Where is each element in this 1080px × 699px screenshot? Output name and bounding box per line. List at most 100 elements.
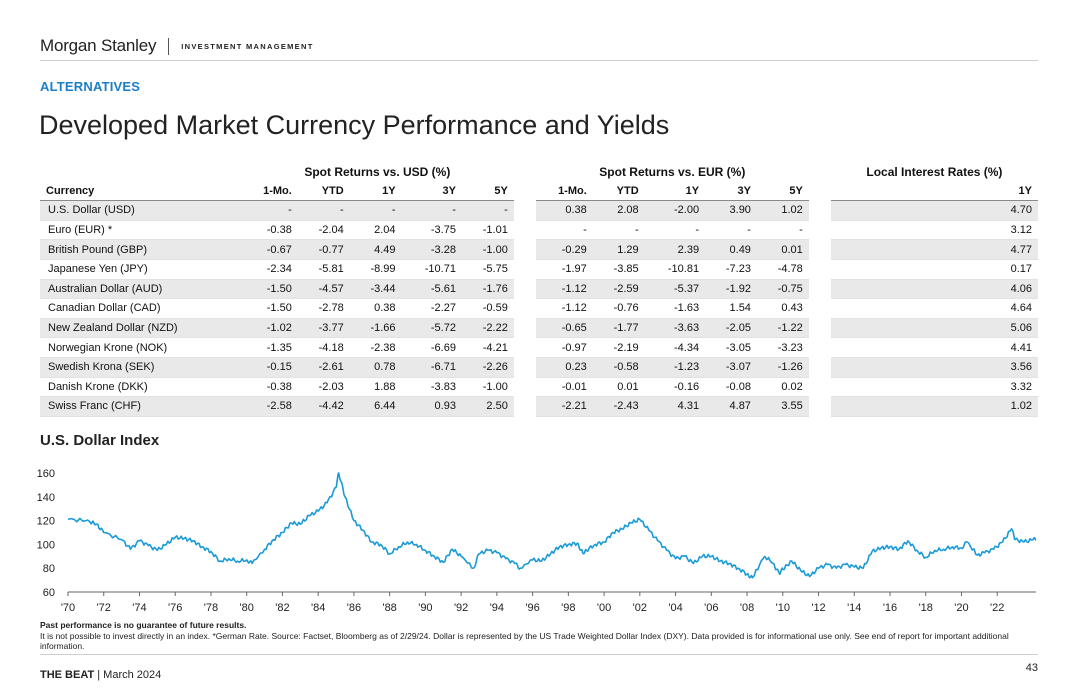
usd-return-cell: 0.78 xyxy=(349,357,402,378)
usd-return-cell: 2.50 xyxy=(461,397,514,417)
eur-return-cell: 3.55 xyxy=(756,397,809,417)
usd-return-cell: -0.67 xyxy=(240,240,298,260)
usd-return-cell: - xyxy=(240,201,298,221)
currency-cell: New Zealand Dollar (NZD) xyxy=(40,318,241,339)
eur-return-cell: -3.85 xyxy=(592,260,645,280)
eur-return-cell: -0.01 xyxy=(535,378,593,398)
column-gap xyxy=(513,318,536,339)
usd-return-cell: -2.58 xyxy=(240,397,298,417)
usd-return-cell: -2.27 xyxy=(401,299,462,319)
usd-return-cell: -4.21 xyxy=(461,338,514,358)
table-row: Japanese Yen (JPY) -2.34 -5.81 -8.99 -10.71-… xyxy=(40,259,1038,280)
eur-return-cell: -0.65 xyxy=(535,318,593,339)
usd-return-cell: -5.72 xyxy=(401,318,462,339)
column-gap xyxy=(513,279,536,300)
y-tick-label: 80 xyxy=(43,563,55,575)
usd-return-cell: -1.50 xyxy=(240,299,298,319)
usd-return-cell: -1.00 xyxy=(461,240,514,260)
eur-return-cell: -0.75 xyxy=(756,279,809,300)
table-row: Swiss Franc (CHF) -2.58 -4.42 6.44 0.93 2.50 -… xyxy=(40,397,1038,417)
usd-return-cell: -10.71 xyxy=(401,260,462,280)
usd-return-cell: -6.69 xyxy=(401,338,462,358)
usd-return-cell: -2.04 xyxy=(297,221,350,241)
eur-return-cell: -2.43 xyxy=(592,397,645,417)
currency-performance-table: Spot Returns vs. USD (%) Spot Returns vs… xyxy=(40,163,1038,417)
column-header-currency: Currency xyxy=(40,182,241,202)
eur-return-cell: 0.01 xyxy=(592,378,645,398)
column-gap xyxy=(513,259,536,280)
eur-return-cell: 0.49 xyxy=(705,240,757,260)
x-tick-label: '12 xyxy=(811,602,825,614)
currency-cell: Canadian Dollar (CAD) xyxy=(40,299,241,319)
currency-cell: Danish Krone (DKK) xyxy=(40,378,241,398)
table-row: Danish Krone (DKK) -0.38 -2.03 1.88 -3.83 -1.… xyxy=(40,377,1038,398)
table-row: Australian Dollar (AUD) -1.50 -4.57 -3.44 -5… xyxy=(40,279,1038,300)
usd-return-cell: -8.99 xyxy=(349,260,402,280)
eur-return-cell: -0.16 xyxy=(644,378,706,398)
usd-return-cell: -0.15 xyxy=(240,357,298,378)
x-tick-label: '14 xyxy=(847,602,861,614)
usd-return-cell: -1.76 xyxy=(461,279,514,300)
x-tick-label: '16 xyxy=(883,602,897,614)
interest-rate-cell: 4.41 xyxy=(830,338,1038,358)
column-gap xyxy=(514,163,536,182)
publication-date: March 2024 xyxy=(103,669,162,681)
x-tick-label: '94 xyxy=(490,602,504,614)
usd-return-cell: -0.38 xyxy=(240,378,298,398)
usd-return-cell: -2.78 xyxy=(297,299,350,319)
y-tick-label: 100 xyxy=(37,539,55,551)
usd-return-cell: -5.75 xyxy=(461,260,514,280)
column-gap xyxy=(513,220,536,241)
group-header-row: Spot Returns vs. USD (%) Spot Returns vs… xyxy=(40,163,1038,182)
eur-return-cell: -0.97 xyxy=(535,338,593,358)
eur-return-cell: - xyxy=(592,221,645,241)
eur-return-cell: - xyxy=(756,221,809,241)
division-label: INVESTMENT MANAGEMENT xyxy=(181,41,314,51)
eur-return-cell: 1.02 xyxy=(756,201,809,221)
usd-return-cell: - xyxy=(297,201,350,221)
interest-rate-cell: 0.17 xyxy=(830,260,1038,280)
group-header-rates: Local Interest Rates (%) xyxy=(866,165,1003,180)
eur-return-cell: -1.97 xyxy=(535,260,593,280)
eur-return-cell: -1.12 xyxy=(535,279,593,300)
column-header-usd-5y: 5Y xyxy=(461,182,514,202)
usd-return-cell: 6.44 xyxy=(349,397,402,417)
y-tick-label: 160 xyxy=(37,468,55,480)
usd-return-cell: 0.93 xyxy=(401,397,462,417)
page-title: Developed Market Currency Performance an… xyxy=(39,110,670,140)
interest-rate-cell: 5.06 xyxy=(830,318,1038,339)
group-header-usd: Spot Returns vs. USD (%) xyxy=(304,165,451,180)
usd-return-cell: -2.22 xyxy=(461,318,514,339)
usd-return-cell: -3.83 xyxy=(401,378,462,398)
column-gap xyxy=(513,240,536,260)
column-gap xyxy=(808,201,831,221)
usd-return-cell: -6.71 xyxy=(401,357,462,378)
x-tick-label: '74 xyxy=(132,602,146,614)
header: Morgan Stanley INVESTMENT MANAGEMENT xyxy=(40,34,314,58)
footer-publication: THE BEAT | March 2024 xyxy=(40,669,161,681)
usd-return-cell: -0.59 xyxy=(461,299,514,319)
brand-divider xyxy=(168,37,170,55)
eur-return-cell: 3.90 xyxy=(705,201,757,221)
usd-return-cell: - xyxy=(461,201,514,221)
x-tick-label: '98 xyxy=(561,602,575,614)
usd-return-cell: -1.01 xyxy=(461,221,514,241)
usd-return-cell: 0.38 xyxy=(349,299,402,319)
column-gap xyxy=(808,318,831,339)
interest-rate-cell: 3.56 xyxy=(830,357,1038,378)
dollar-index-chart: 60 80 100 120 140 160 '70 '72 '74 '76 '78 '80 '82 '84… xyxy=(37,468,1037,614)
usd-return-cell: - xyxy=(349,201,402,221)
eur-return-cell: -4.34 xyxy=(644,338,706,358)
eur-return-cell: -1.22 xyxy=(756,318,809,339)
table-row: British Pound (GBP) -0.67 -0.77 4.49 -3.28 -1… xyxy=(40,240,1038,260)
eur-return-cell: -2.19 xyxy=(592,338,645,358)
column-header-eur-1mo: 1-Mo. xyxy=(535,182,593,202)
column-gap xyxy=(514,182,536,202)
column-header-row: Currency 1-Mo. YTD 1Y 3Y 5Y 1-Mo. YTD 1Y… xyxy=(40,182,1038,202)
chart-title: U.S. Dollar Index xyxy=(40,432,160,449)
usd-return-cell: -5.61 xyxy=(401,279,462,300)
column-gap xyxy=(808,357,831,378)
usd-return-cell: - xyxy=(401,201,462,221)
column-gap xyxy=(808,220,831,241)
header-divider xyxy=(40,60,1038,61)
